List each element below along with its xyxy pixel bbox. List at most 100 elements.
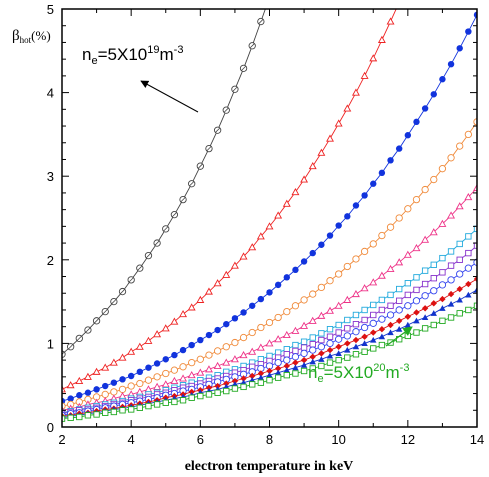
- y-axis-subscript: hot: [20, 35, 32, 45]
- series-2-point: [101, 363, 110, 371]
- x-tick-label: 14: [470, 432, 484, 447]
- series-8-point: [430, 287, 438, 295]
- series-2-point: [239, 252, 248, 260]
- series-8-point: [317, 343, 326, 351]
- series-7-point: [309, 341, 316, 348]
- series-8-point: [447, 276, 455, 284]
- y-tick-label: 3: [47, 169, 54, 184]
- series-11-point: [188, 394, 195, 401]
- annotation-19-base: n: [82, 45, 91, 64]
- series-3-point: [292, 266, 299, 274]
- series-2-point: [118, 353, 127, 361]
- series-3-point: [76, 392, 83, 399]
- series-4-point: [118, 385, 127, 394]
- series-6-point: [361, 306, 368, 314]
- series-4-point: [317, 283, 326, 292]
- series-11-point: [240, 383, 247, 391]
- series-3-point: [93, 386, 100, 393]
- series-7-point: [413, 286, 420, 294]
- series-2-point: [196, 295, 205, 303]
- series-1-point: [257, 17, 265, 26]
- series-4-point: [421, 185, 429, 194]
- annotation-19-sub: e: [91, 55, 97, 67]
- series-6-point: [465, 233, 472, 240]
- series-5-point: [421, 235, 430, 243]
- series-3: [62, 11, 477, 405]
- series-11-point: [93, 411, 100, 418]
- series-9-point: [395, 317, 403, 325]
- series-11-point: [404, 332, 412, 340]
- series-1-point: [188, 180, 196, 188]
- series-5-point: [438, 219, 447, 227]
- series-6-point: [309, 334, 316, 341]
- series-1-point: [62, 350, 66, 358]
- series-2-point: [109, 358, 118, 366]
- series-4-point: [412, 195, 421, 204]
- series-11-point: [456, 310, 463, 317]
- x-tick-label: 6: [197, 432, 204, 447]
- series-11-point: [465, 306, 472, 314]
- series-2-point: [127, 347, 136, 355]
- series-5-point: [308, 316, 317, 324]
- series-4-point: [248, 328, 256, 337]
- annotation-19-sup: 19: [147, 44, 159, 56]
- series-2-point: [222, 270, 231, 278]
- series-10-point: [439, 305, 446, 311]
- series-2-point: [396, 0, 402, 5]
- series-7-point: [465, 249, 472, 257]
- series-3-point: [179, 346, 187, 354]
- series-5-point: [343, 295, 352, 303]
- series-4-point: [136, 379, 144, 388]
- series-8-point: [395, 306, 403, 314]
- series-4-point: [205, 351, 213, 359]
- series-4-point: [144, 376, 153, 384]
- series-9-point: [344, 340, 351, 347]
- series-10-point: [361, 340, 368, 346]
- series-3-point: [283, 274, 290, 281]
- series-6-point: [300, 338, 308, 345]
- series-3-point: [300, 258, 308, 265]
- series-2-point: [351, 88, 360, 96]
- series-9-point: [352, 336, 360, 344]
- series-6-point: [413, 274, 420, 281]
- series-5-point: [429, 228, 438, 236]
- series-3-point: [456, 45, 463, 52]
- annotation-19-text: =5X10: [98, 45, 148, 64]
- series-3-point: [110, 379, 118, 386]
- series-3-point: [439, 76, 446, 83]
- series-5-point: [153, 382, 162, 390]
- y-axis-symbol: β: [12, 28, 20, 44]
- series-3-point: [249, 302, 256, 309]
- series-1-point: [239, 64, 248, 73]
- series-9-point: [266, 367, 273, 375]
- series-6-point: [370, 301, 377, 309]
- series-10-point: [378, 333, 386, 340]
- series-3-point: [465, 28, 472, 35]
- svg-text:ne=5X1020m-3: ne=5X1020m-3: [308, 362, 409, 385]
- series-5-point: [334, 301, 343, 309]
- series-4-point: [404, 205, 412, 213]
- series-11-point: [283, 371, 290, 379]
- series-6-point: [378, 296, 386, 304]
- series-5-point: [222, 358, 231, 366]
- series-5-point: [317, 311, 326, 319]
- series-11-point: [67, 414, 74, 421]
- series-5-point: [291, 326, 300, 334]
- series-4-point: [127, 382, 135, 390]
- series-5-point: [473, 183, 477, 191]
- svg-text:ne=5X1019m-3: ne=5X1019m-3: [82, 44, 183, 67]
- series-11-point: [413, 329, 420, 336]
- series-11-point: [361, 348, 368, 355]
- series-11-point: [119, 407, 126, 414]
- series-10-point: [292, 364, 299, 371]
- series-4-point: [300, 296, 308, 304]
- series-9-point: [231, 377, 239, 385]
- series-2-point: [274, 211, 283, 219]
- series-4-point: [257, 323, 265, 332]
- series-4-point: [265, 318, 274, 327]
- series-3-point: [240, 309, 247, 316]
- y-axis-unit: (%): [31, 28, 51, 43]
- series-8-point: [360, 323, 369, 332]
- series-2-point: [187, 303, 196, 311]
- y-tick-label: 0: [47, 420, 54, 435]
